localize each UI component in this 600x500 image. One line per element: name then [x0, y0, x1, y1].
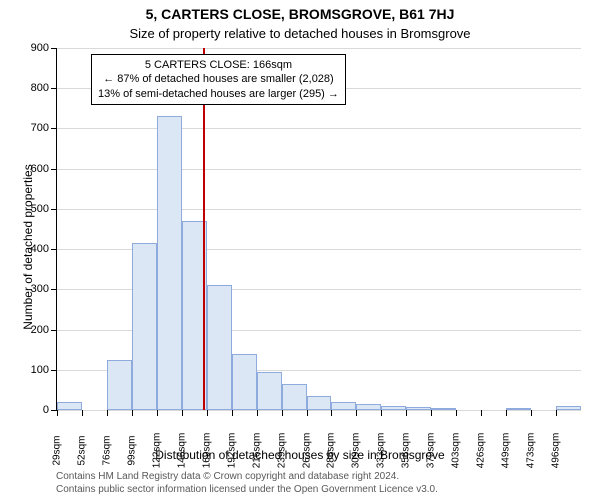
x-tick: [157, 410, 158, 416]
x-tick: [307, 410, 308, 416]
histogram-bar: [506, 408, 531, 410]
x-tick: [431, 410, 432, 416]
y-tick-label: 0: [19, 404, 49, 416]
footer-line-2: Contains public sector information licen…: [56, 483, 438, 496]
x-axis-label: Distribution of detached houses by size …: [0, 448, 600, 462]
y-tick: [51, 48, 57, 49]
x-tick: [82, 410, 83, 416]
histogram-bar: [307, 396, 332, 410]
y-tick: [51, 330, 57, 331]
x-tick: [381, 410, 382, 416]
y-tick-label: 800: [19, 82, 49, 94]
histogram-bar: [257, 372, 282, 410]
y-tick: [51, 169, 57, 170]
x-tick: [481, 410, 482, 416]
histogram-bar: [282, 384, 307, 410]
histogram-bar: [207, 285, 232, 410]
annotation-line: 5 CARTERS CLOSE: 166sqm: [98, 58, 339, 72]
page-title-subtitle: Size of property relative to detached ho…: [0, 26, 600, 41]
x-tick: [207, 410, 208, 416]
gridline: [57, 169, 581, 170]
y-tick: [51, 88, 57, 89]
y-tick-label: 200: [19, 324, 49, 336]
x-tick: [531, 410, 532, 416]
x-tick: [57, 410, 58, 416]
x-tick: [107, 410, 108, 416]
y-tick: [51, 289, 57, 290]
x-tick: [232, 410, 233, 416]
histogram-bar: [232, 354, 257, 410]
histogram-bar: [331, 402, 356, 410]
y-tick-label: 100: [19, 364, 49, 376]
x-tick: [456, 410, 457, 416]
histogram-bar: [356, 404, 381, 410]
histogram-plot-area: 010020030040050060070080090029sqm52sqm76…: [56, 48, 581, 411]
histogram-bar: [556, 406, 581, 410]
y-tick: [51, 249, 57, 250]
annotation-box: 5 CARTERS CLOSE: 166sqm← 87% of detached…: [91, 54, 346, 105]
x-tick: [132, 410, 133, 416]
gridline: [57, 48, 581, 49]
x-tick: [406, 410, 407, 416]
histogram-bar: [107, 360, 132, 410]
histogram-bar: [431, 408, 456, 410]
y-tick: [51, 128, 57, 129]
gridline: [57, 209, 581, 210]
y-tick-label: 400: [19, 243, 49, 255]
y-tick: [51, 370, 57, 371]
y-tick: [51, 209, 57, 210]
x-tick: [331, 410, 332, 416]
x-tick: [556, 410, 557, 416]
y-tick-label: 900: [19, 42, 49, 54]
y-tick-label: 300: [19, 283, 49, 295]
footer-line-1: Contains HM Land Registry data © Crown c…: [56, 470, 438, 483]
x-tick: [257, 410, 258, 416]
page-title-address: 5, CARTERS CLOSE, BROMSGROVE, B61 7HJ: [0, 6, 600, 22]
x-tick: [282, 410, 283, 416]
y-tick-label: 500: [19, 203, 49, 215]
histogram-bar: [157, 116, 182, 410]
histogram-bar: [381, 406, 406, 410]
gridline: [57, 128, 581, 129]
y-tick-label: 700: [19, 122, 49, 134]
histogram-bar: [57, 402, 82, 410]
annotation-line: ← 87% of detached houses are smaller (2,…: [98, 72, 339, 86]
gridline: [57, 410, 581, 411]
x-tick: [182, 410, 183, 416]
footer-attribution: Contains HM Land Registry data © Crown c…: [56, 470, 438, 496]
histogram-bar: [132, 243, 157, 410]
x-tick: [356, 410, 357, 416]
x-tick: [506, 410, 507, 416]
histogram-bar: [406, 407, 431, 410]
annotation-line: 13% of semi-detached houses are larger (…: [98, 87, 339, 101]
y-tick-label: 600: [19, 163, 49, 175]
